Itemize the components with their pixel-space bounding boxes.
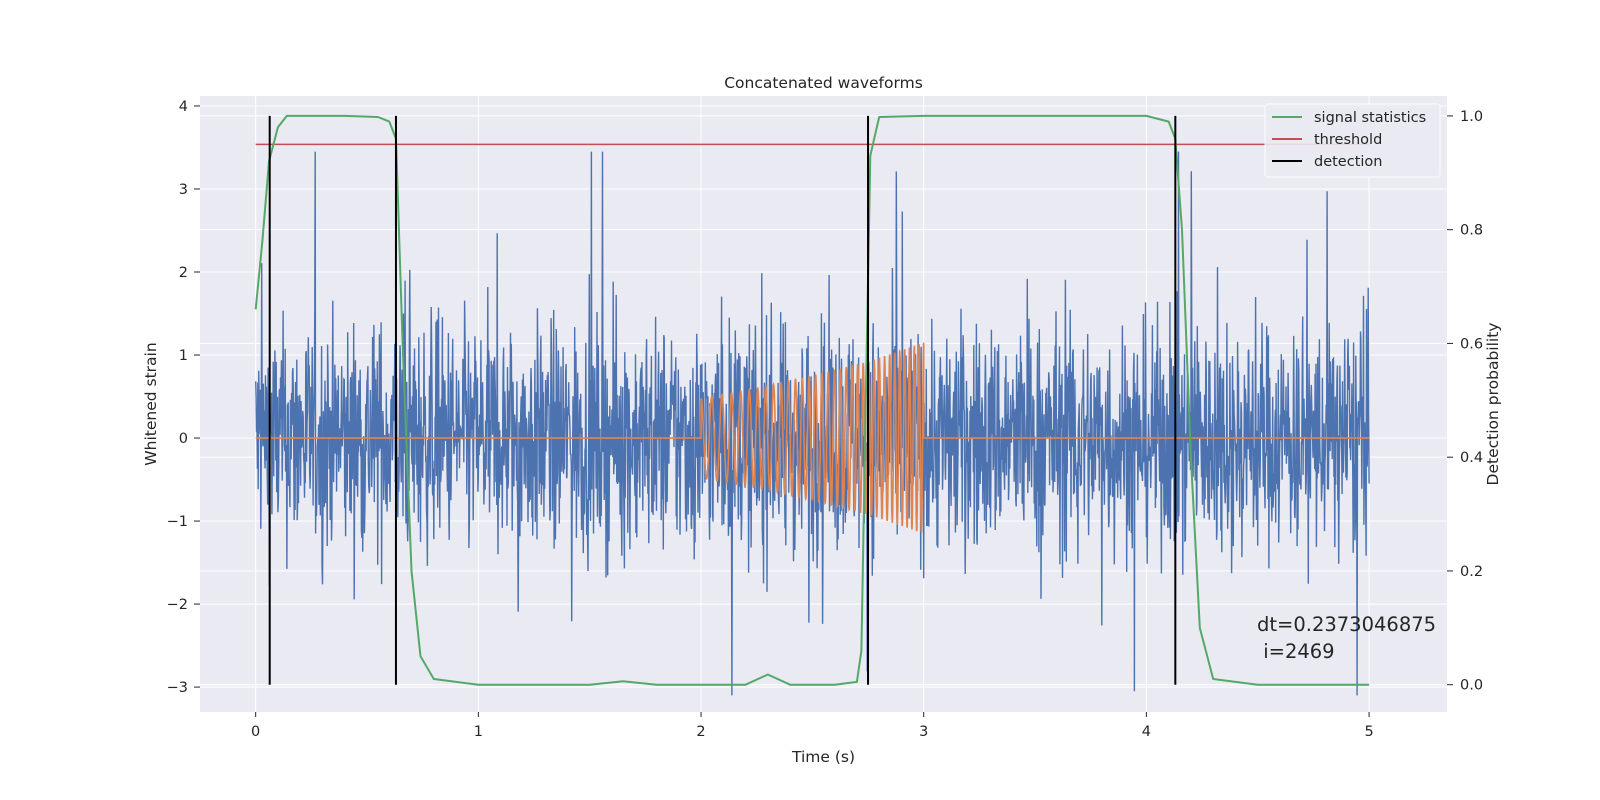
y2-tick-label: 0.8: [1460, 223, 1483, 239]
x-axis-ticks: 0 1 2 3 4 5: [251, 712, 1374, 740]
y2-axis-title: Detection probability: [1484, 323, 1502, 486]
series-signal-statistics: [254, 114, 1370, 686]
y-tick-label: 1: [179, 348, 188, 364]
x-tick-label: 2: [696, 724, 705, 740]
y-tick-label: 0: [179, 431, 188, 447]
chart-title: Concatenated waveforms: [724, 74, 923, 92]
y-axis-title: Whitened strain: [142, 342, 160, 465]
y-tick-label: −1: [167, 514, 188, 530]
series-layer: [254, 114, 1370, 696]
y-tick-label: −3: [167, 680, 188, 696]
left-axis-ticks: −3 −2 −1 0 1 2 3 4: [167, 99, 200, 696]
y2-tick-label: 0.2: [1460, 564, 1483, 580]
legend-label-threshold: threshold: [1314, 132, 1382, 148]
y-tick-label: 3: [179, 182, 188, 198]
annotation-i: i=2469: [1257, 640, 1335, 663]
x-tick-label: 5: [1364, 724, 1373, 740]
series-injected-waveform: [255, 342, 1370, 533]
legend-box: [1264, 103, 1441, 178]
legend-label-detection: detection: [1314, 154, 1382, 170]
y2-tick-label: 0.6: [1460, 336, 1483, 352]
x-tick-label: 3: [919, 724, 928, 740]
y-tick-label: −2: [167, 597, 188, 613]
y-tick-label: 2: [179, 265, 188, 281]
y2-tick-label: 0.0: [1460, 678, 1483, 694]
legend-label-signal-statistics: signal statistics: [1314, 110, 1426, 126]
right-axis-ticks: 0.0 0.2 0.4 0.6 0.8 1.0: [1447, 109, 1483, 694]
x-tick-label: 1: [474, 724, 483, 740]
y2-tick-label: 1.0: [1460, 109, 1483, 125]
annotation-dt: dt=0.2373046875: [1257, 613, 1436, 636]
x-axis-title: Time (s): [791, 748, 855, 766]
series-whitened-strain: [255, 151, 1370, 696]
legend: signal statistics threshold detection: [1264, 103, 1441, 178]
y-tick-label: 4: [179, 99, 188, 115]
x-tick-label: 0: [251, 724, 260, 740]
y2-tick-label: 0.4: [1460, 450, 1483, 466]
x-tick-label: 4: [1142, 724, 1151, 740]
